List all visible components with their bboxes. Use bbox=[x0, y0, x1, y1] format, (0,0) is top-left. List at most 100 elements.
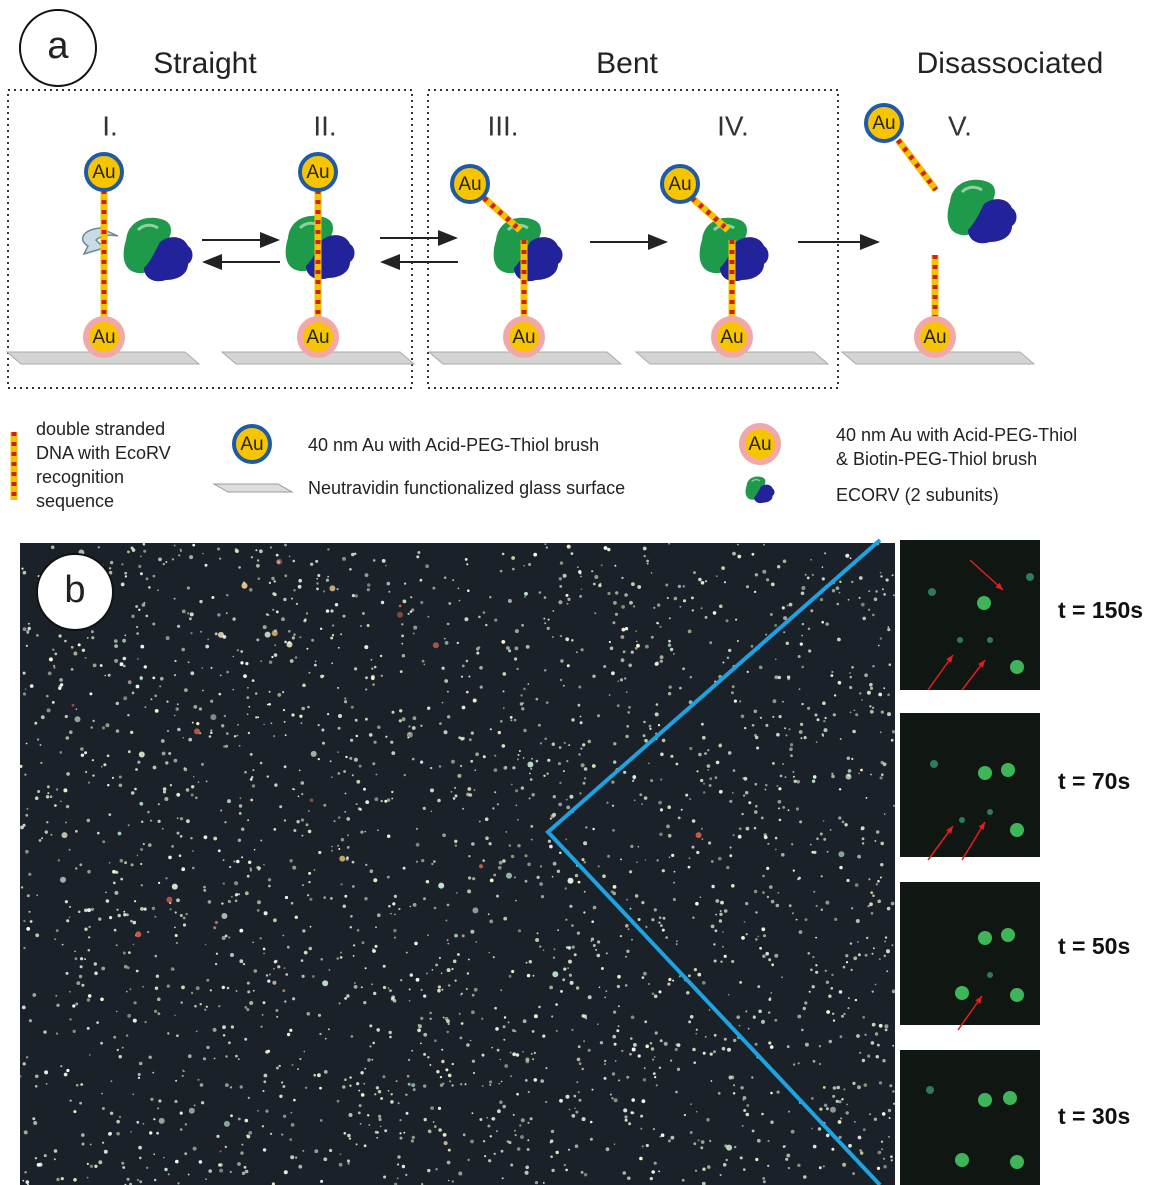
particle bbox=[823, 728, 828, 733]
particle bbox=[583, 911, 586, 914]
particle bbox=[521, 707, 525, 711]
particle bbox=[292, 865, 297, 870]
particle bbox=[737, 834, 742, 839]
particle bbox=[877, 1150, 882, 1155]
particle bbox=[108, 567, 112, 570]
particle bbox=[194, 1004, 197, 1008]
particle bbox=[708, 1009, 711, 1011]
particle bbox=[510, 783, 513, 786]
particle bbox=[471, 1112, 474, 1115]
particle bbox=[324, 1037, 327, 1040]
particle bbox=[206, 978, 210, 982]
particle bbox=[563, 967, 567, 971]
particle bbox=[397, 1155, 401, 1159]
particle bbox=[670, 1059, 673, 1062]
particle bbox=[425, 880, 429, 884]
particle bbox=[55, 1032, 59, 1035]
particle bbox=[115, 944, 118, 947]
particle bbox=[573, 953, 577, 957]
particle bbox=[613, 742, 617, 746]
particle bbox=[740, 714, 745, 719]
particle bbox=[494, 791, 497, 794]
particle bbox=[146, 930, 150, 934]
particle bbox=[252, 769, 255, 772]
particle bbox=[344, 697, 347, 700]
particle bbox=[438, 1128, 442, 1132]
particle bbox=[512, 1113, 515, 1116]
particle bbox=[526, 973, 531, 978]
particle bbox=[230, 953, 234, 957]
particle bbox=[129, 988, 132, 991]
particle bbox=[783, 631, 786, 634]
particle-label: Au bbox=[668, 174, 691, 195]
particle bbox=[545, 1067, 548, 1070]
particle bbox=[633, 1043, 637, 1047]
particle bbox=[241, 856, 244, 859]
particle bbox=[355, 803, 358, 806]
gold-particle bbox=[864, 103, 904, 143]
particle bbox=[742, 1096, 747, 1100]
particle bbox=[175, 1079, 178, 1082]
particle bbox=[539, 865, 543, 868]
particle bbox=[284, 734, 287, 737]
particle bbox=[502, 707, 505, 710]
particle bbox=[704, 1036, 707, 1038]
particle bbox=[847, 598, 850, 601]
particle bbox=[865, 797, 868, 799]
particle bbox=[249, 778, 253, 781]
particle bbox=[304, 618, 307, 621]
particle bbox=[169, 784, 173, 787]
particle bbox=[245, 662, 249, 666]
particle bbox=[529, 778, 533, 781]
particle bbox=[397, 1102, 400, 1105]
particle bbox=[380, 600, 385, 605]
particle bbox=[197, 781, 200, 783]
particle bbox=[578, 685, 582, 689]
particle bbox=[201, 762, 204, 766]
particle bbox=[427, 706, 431, 710]
particle bbox=[555, 1029, 558, 1032]
particle bbox=[386, 581, 391, 586]
particle bbox=[192, 850, 194, 852]
particle bbox=[515, 789, 519, 793]
particle bbox=[143, 907, 147, 911]
particle bbox=[405, 1111, 409, 1115]
particle bbox=[503, 1016, 507, 1019]
particle bbox=[282, 934, 285, 937]
particle bbox=[726, 1144, 733, 1151]
particle bbox=[126, 966, 130, 970]
particle bbox=[676, 940, 678, 943]
particle bbox=[801, 1028, 804, 1032]
particle bbox=[369, 1045, 372, 1048]
particle bbox=[39, 744, 42, 746]
particle bbox=[625, 924, 629, 928]
particle bbox=[34, 796, 39, 800]
particle bbox=[260, 660, 263, 662]
particle bbox=[37, 738, 40, 741]
particle bbox=[489, 1084, 492, 1086]
particle bbox=[564, 887, 567, 890]
inset-particle bbox=[1010, 988, 1024, 1002]
time-label: t = 150s bbox=[1058, 597, 1143, 623]
particle bbox=[47, 671, 52, 676]
particle bbox=[387, 1089, 390, 1092]
particle bbox=[405, 1173, 408, 1176]
particle bbox=[216, 1134, 220, 1138]
particle bbox=[801, 634, 804, 637]
particle bbox=[452, 797, 456, 800]
particle bbox=[187, 661, 190, 664]
particle bbox=[677, 816, 681, 820]
particle bbox=[420, 760, 424, 764]
particle bbox=[304, 1086, 308, 1090]
particle bbox=[512, 766, 516, 770]
particle bbox=[731, 959, 735, 964]
particle bbox=[447, 1148, 451, 1152]
particle bbox=[415, 827, 418, 831]
particle bbox=[849, 942, 853, 945]
particle bbox=[859, 692, 862, 695]
particle bbox=[861, 1058, 866, 1063]
particle bbox=[890, 738, 894, 742]
particle bbox=[881, 1112, 886, 1116]
particle bbox=[185, 788, 190, 792]
particle bbox=[538, 1005, 541, 1009]
